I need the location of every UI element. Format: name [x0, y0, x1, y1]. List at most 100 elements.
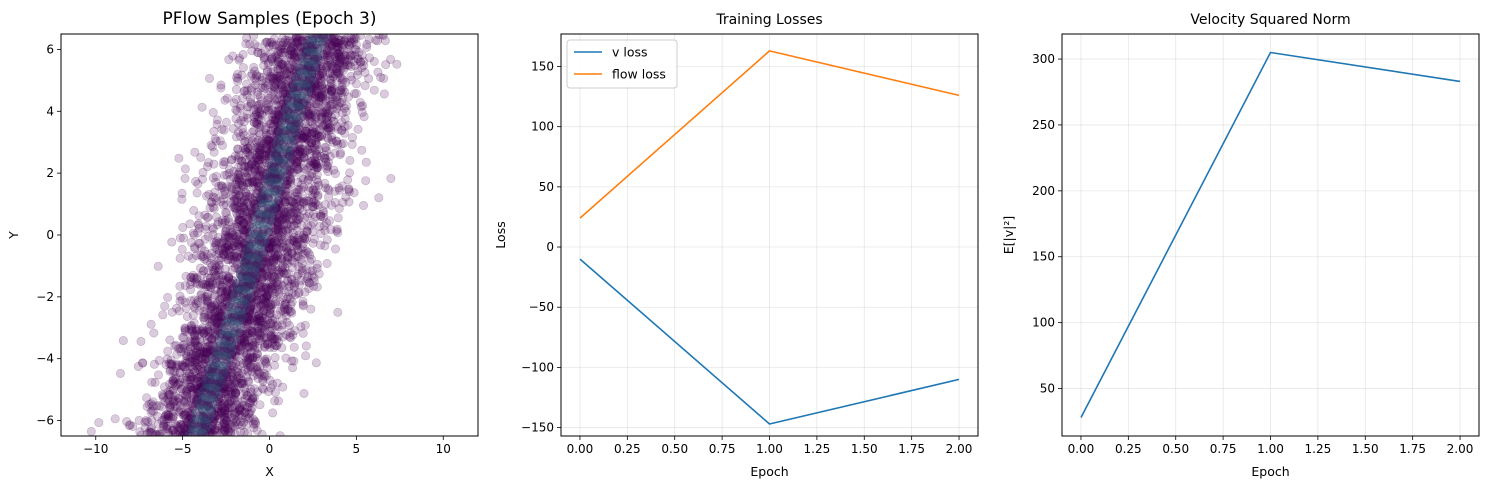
scatter-point [254, 148, 264, 158]
scatter-point [242, 102, 252, 112]
scatter-point [313, 163, 323, 173]
scatter-point [289, 168, 299, 178]
scatter-point [179, 362, 189, 372]
scatter-point [255, 331, 265, 341]
scatter-point [262, 145, 272, 155]
x-tick-label: 1.50 [1352, 442, 1379, 456]
scatter-point [249, 34, 259, 41]
scatter-point [227, 265, 237, 275]
scatter-point [237, 413, 247, 423]
scatter-point [312, 259, 322, 269]
scatter-point [292, 238, 302, 248]
scatter-point [277, 150, 287, 160]
scatter-point [238, 400, 248, 410]
scatter-point [246, 288, 256, 298]
scatter-point [361, 176, 371, 186]
scatter-point [146, 427, 156, 436]
scatter-point [149, 328, 159, 338]
scatter-point [268, 162, 278, 172]
scatter-point [307, 90, 317, 100]
scatter-point [289, 257, 299, 267]
scatter-point [199, 328, 209, 338]
scatter-point [175, 253, 185, 263]
scatter-point [333, 228, 343, 238]
losses-y-ticks: −150 −100 −50 0 50 100 150 [521, 59, 561, 435]
scatter-point [331, 136, 341, 146]
scatter-point [209, 347, 219, 357]
scatter-point [222, 430, 232, 436]
scatter-point [304, 278, 314, 288]
scatter-point [86, 426, 96, 436]
scatter-point [293, 144, 303, 154]
scatter-point [247, 160, 257, 170]
scatter-point [301, 76, 311, 86]
scatter-point [172, 421, 182, 431]
scatter-point [271, 204, 281, 214]
scatter-point [297, 99, 307, 109]
scatter-y-ticks: −6 −4 −2 0 2 4 6 [36, 42, 61, 428]
scatter-point [232, 193, 242, 203]
scatter-point [325, 68, 335, 78]
scatter-point [195, 305, 205, 315]
scatter-point [299, 198, 309, 208]
scatter-point [221, 117, 231, 127]
scatter-point [232, 177, 242, 187]
scatter-point [221, 247, 231, 257]
scatter-point [249, 177, 259, 187]
scatter-point [339, 55, 349, 65]
scatter-point [231, 85, 241, 95]
scatter-point [337, 52, 347, 62]
scatter-point [269, 163, 279, 173]
scatter-point [311, 34, 321, 41]
scatter-point [282, 164, 292, 174]
scatter-point [242, 172, 252, 182]
scatter-point [289, 356, 299, 366]
scatter-point [257, 277, 267, 287]
scatter-point [221, 246, 231, 256]
scatter-point [320, 108, 330, 118]
scatter-point [230, 194, 240, 204]
scatter-point [284, 147, 294, 157]
scatter-point [203, 401, 213, 411]
scatter-point [237, 310, 247, 320]
scatter-point [233, 306, 243, 316]
scatter-point [201, 282, 211, 292]
scatter-point [269, 252, 279, 262]
scatter-point [173, 397, 183, 407]
scatter-title: PFlow Samples (Epoch 3) [162, 9, 376, 29]
y-tick-label: −50 [529, 300, 554, 314]
scatter-point [281, 300, 291, 310]
scatter-point [183, 384, 193, 394]
scatter-point [242, 178, 252, 188]
scatter-point [308, 190, 318, 200]
scatter-point [315, 64, 325, 74]
scatter-point [275, 170, 285, 180]
scatter-point [265, 319, 275, 329]
scatter-point [342, 44, 352, 54]
scatter-point [260, 282, 270, 292]
scatter-point [220, 232, 230, 242]
scatter-point [330, 244, 340, 254]
scatter-point [154, 370, 164, 380]
y-tick-label: 300 [1032, 52, 1055, 66]
scatter-point [350, 50, 360, 60]
scatter-point [241, 320, 251, 330]
scatter-point [253, 170, 263, 180]
scatter-point [146, 319, 156, 329]
scatter-point [297, 36, 307, 46]
scatter-point [233, 69, 243, 79]
scatter-point [194, 400, 204, 410]
scatter-point [247, 177, 257, 187]
scatter-point [278, 113, 288, 123]
scatter-point [176, 419, 186, 429]
scatter-point [271, 128, 281, 138]
scatter-point [263, 90, 273, 100]
scatter-point [165, 379, 175, 389]
scatter-point [302, 227, 312, 237]
scatter-point [198, 279, 208, 289]
scatter-point [222, 424, 232, 434]
scatter-point [209, 348, 219, 358]
scatter-point [186, 334, 196, 344]
scatter-point [284, 84, 294, 94]
scatter-point [303, 158, 313, 168]
